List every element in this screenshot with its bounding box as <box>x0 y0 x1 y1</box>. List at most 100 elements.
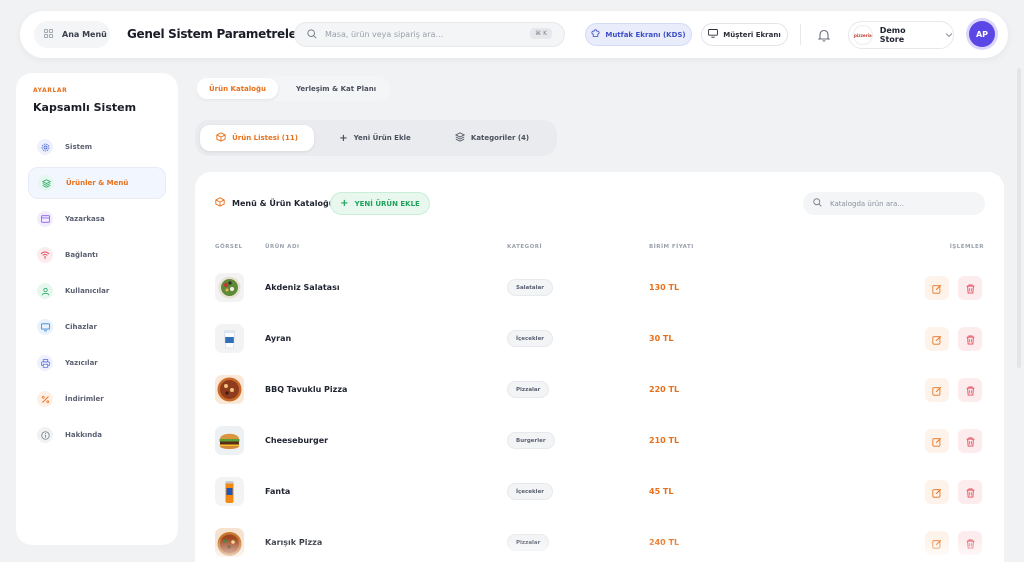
product-thumbnail <box>215 273 244 302</box>
table-row: Ayran İçecekler 30 TL <box>195 315 1004 365</box>
sidebar-item-4[interactable]: Bağlantı <box>28 239 166 271</box>
box-icon <box>216 132 226 144</box>
section-tabs: Ürün Kataloğu Yerleşim & Kat Planı <box>195 76 391 101</box>
trash-icon <box>966 432 975 451</box>
edit-icon <box>932 381 942 400</box>
sidebar-item-2[interactable]: Ürünler & Menü <box>28 167 166 199</box>
page-scrollbar[interactable] <box>1017 68 1021 368</box>
segment-product-list[interactable]: Ürün Listesi (11) <box>200 125 314 151</box>
sidebar-item-label: İndirimler <box>65 395 104 403</box>
delete-button[interactable] <box>958 327 982 351</box>
sidebar-item-1[interactable]: Sistem <box>28 131 166 163</box>
segment-new-product[interactable]: + Yeni Ürün Ekle <box>314 125 436 151</box>
delete-button[interactable] <box>958 429 982 453</box>
box-icon <box>215 197 225 209</box>
edit-button[interactable] <box>925 327 949 351</box>
store-logo: pizzeria <box>853 25 873 45</box>
search-placeholder: Masa, ürün veya sipariş ara... <box>325 30 444 39</box>
card-icon <box>37 211 53 227</box>
product-name: Fanta <box>265 487 291 496</box>
product-name: Akdeniz Salatası <box>265 283 340 292</box>
monitor-icon <box>37 319 53 335</box>
edit-icon <box>932 534 942 553</box>
add-product-label: YENİ ÜRÜN EKLE <box>354 199 420 208</box>
search-icon <box>307 28 317 41</box>
column-header-price: BİRİM FİYATI <box>649 244 694 250</box>
delete-button[interactable] <box>958 531 982 555</box>
category-badge: İçecekler <box>507 483 554 500</box>
user-icon <box>37 283 53 299</box>
product-thumbnail <box>215 375 244 404</box>
segment-categories-label: Kategoriler (4) <box>470 134 530 142</box>
product-name: Karışık Pizza <box>265 538 323 547</box>
main-menu-button[interactable]: Ana Menü <box>34 21 110 48</box>
main-menu-label: Ana Menü <box>62 30 107 39</box>
plus-icon: + <box>340 198 349 209</box>
tab-product-catalog[interactable]: Ürün Kataloğu <box>197 78 278 99</box>
product-thumbnail <box>215 324 244 353</box>
sidebar-item-label: Kullanıcılar <box>65 287 110 295</box>
trash-icon <box>966 534 975 553</box>
trash-icon <box>966 381 975 400</box>
edit-button[interactable] <box>925 531 949 555</box>
category-badge: Salatalar <box>507 279 553 296</box>
sidebar-item-9[interactable]: Hakkında <box>28 419 166 451</box>
product-name: Ayran <box>265 334 292 343</box>
percent-icon <box>37 391 53 407</box>
edit-button[interactable] <box>925 480 949 504</box>
product-name: BBQ Tavuklu Pizza <box>265 385 348 394</box>
sidebar-item-label: Sistem <box>65 143 92 151</box>
trash-icon <box>966 483 975 502</box>
table-row: BBQ Tavuklu Pizza Pizzalar 220 TL <box>195 366 1004 416</box>
customer-display-button[interactable]: Müşteri Ekranı <box>701 23 788 46</box>
column-header-category: KATEGORİ <box>507 244 543 250</box>
customer-display-label: Müşteri Ekranı <box>723 30 781 39</box>
trash-icon <box>966 330 975 349</box>
delete-button[interactable] <box>958 480 982 504</box>
sidebar-item-label: Bağlantı <box>65 251 98 259</box>
product-price: 30 TL <box>649 334 674 343</box>
header-divider <box>800 24 801 45</box>
sidebar-item-3[interactable]: Yazarkasa <box>28 203 166 235</box>
sidebar-item-6[interactable]: Cihazlar <box>28 311 166 343</box>
page-title: Genel Sistem Parametreleri <box>127 27 306 41</box>
column-header-name: ÜRÜN ADI <box>265 244 300 250</box>
sidebar-item-7[interactable]: Yazıcılar <box>28 347 166 379</box>
add-product-button[interactable]: + YENİ ÜRÜN EKLE <box>330 192 430 215</box>
tab-floor-plan[interactable]: Yerleşim & Kat Planı <box>295 84 377 93</box>
bell-icon[interactable] <box>817 27 831 46</box>
sidebar-item-label: Hakkında <box>65 431 103 439</box>
sidebar-title: Kapsamlı Sistem <box>33 101 137 114</box>
wifi-icon <box>37 247 53 263</box>
chef-hat-icon <box>591 29 600 40</box>
product-price: 210 TL <box>649 436 680 445</box>
global-search-input[interactable]: Masa, ürün veya sipariş ara... ⌘ K <box>294 22 565 47</box>
segment-categories[interactable]: Kategoriler (4) <box>436 125 548 151</box>
product-name: Cheeseburger <box>265 436 329 445</box>
edit-button[interactable] <box>925 378 949 402</box>
product-price: 240 TL <box>649 538 680 547</box>
delete-button[interactable] <box>958 276 982 300</box>
sidebar-item-5[interactable]: Kullanıcılar <box>28 275 166 307</box>
sidebar-item-8[interactable]: İndirimler <box>28 383 166 415</box>
product-price: 220 TL <box>649 385 680 394</box>
edit-button[interactable] <box>925 276 949 300</box>
trash-icon <box>966 279 975 298</box>
store-name: Demo Store <box>879 26 906 44</box>
catalog-segmented-control: Ürün Listesi (11) + Yeni Ürün Ekle Kateg… <box>195 120 557 156</box>
kitchen-display-button[interactable]: Mutfak Ekranı (KDS) <box>585 23 692 46</box>
catalog-search-input[interactable]: Katalogda ürün ara... <box>803 192 985 215</box>
table-row: Fanta İçecekler 45 TL <box>195 468 1004 518</box>
edit-icon <box>932 279 942 298</box>
column-header-actions: İŞLEMLER <box>949 244 984 250</box>
product-thumbnail <box>215 528 244 557</box>
settings-sidebar: AYARLAR Kapsamlı Sistem Sistem Ürünler & … <box>16 73 178 545</box>
column-header-image: GÖRSEL <box>215 244 243 250</box>
delete-button[interactable] <box>958 378 982 402</box>
info-icon <box>37 427 53 443</box>
store-selector[interactable]: pizzeria Demo Store <box>848 21 954 49</box>
monitor-icon <box>708 29 719 40</box>
user-avatar[interactable]: AP <box>969 21 995 47</box>
chevron-down-icon <box>945 31 953 40</box>
edit-button[interactable] <box>925 429 949 453</box>
